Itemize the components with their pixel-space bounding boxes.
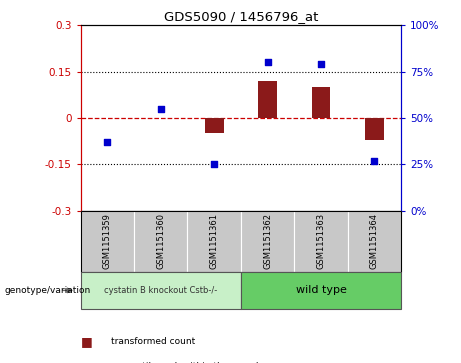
- Title: GDS5090 / 1456796_at: GDS5090 / 1456796_at: [164, 10, 318, 23]
- Text: GSM1151364: GSM1151364: [370, 213, 379, 269]
- Point: [211, 161, 218, 167]
- Text: GSM1151360: GSM1151360: [156, 213, 165, 269]
- Point: [371, 158, 378, 163]
- Text: transformed count: transformed count: [111, 337, 195, 346]
- Point: [104, 139, 111, 145]
- Text: genotype/variation: genotype/variation: [5, 286, 91, 295]
- Text: percentile rank within the sample: percentile rank within the sample: [111, 362, 264, 363]
- Text: GSM1151362: GSM1151362: [263, 213, 272, 269]
- Bar: [312, 87, 331, 118]
- Bar: [258, 81, 277, 118]
- Point: [157, 106, 165, 112]
- Text: GSM1151361: GSM1151361: [210, 213, 219, 269]
- Text: wild type: wild type: [296, 285, 346, 295]
- Bar: [205, 118, 224, 134]
- Bar: [365, 118, 384, 140]
- Text: ■: ■: [81, 360, 92, 363]
- Point: [317, 61, 325, 67]
- Text: cystatin B knockout Cstb-/-: cystatin B knockout Cstb-/-: [104, 286, 218, 295]
- Text: GSM1151359: GSM1151359: [103, 213, 112, 269]
- Point: [264, 60, 271, 65]
- Text: ■: ■: [81, 335, 92, 348]
- Text: GSM1151363: GSM1151363: [316, 213, 325, 269]
